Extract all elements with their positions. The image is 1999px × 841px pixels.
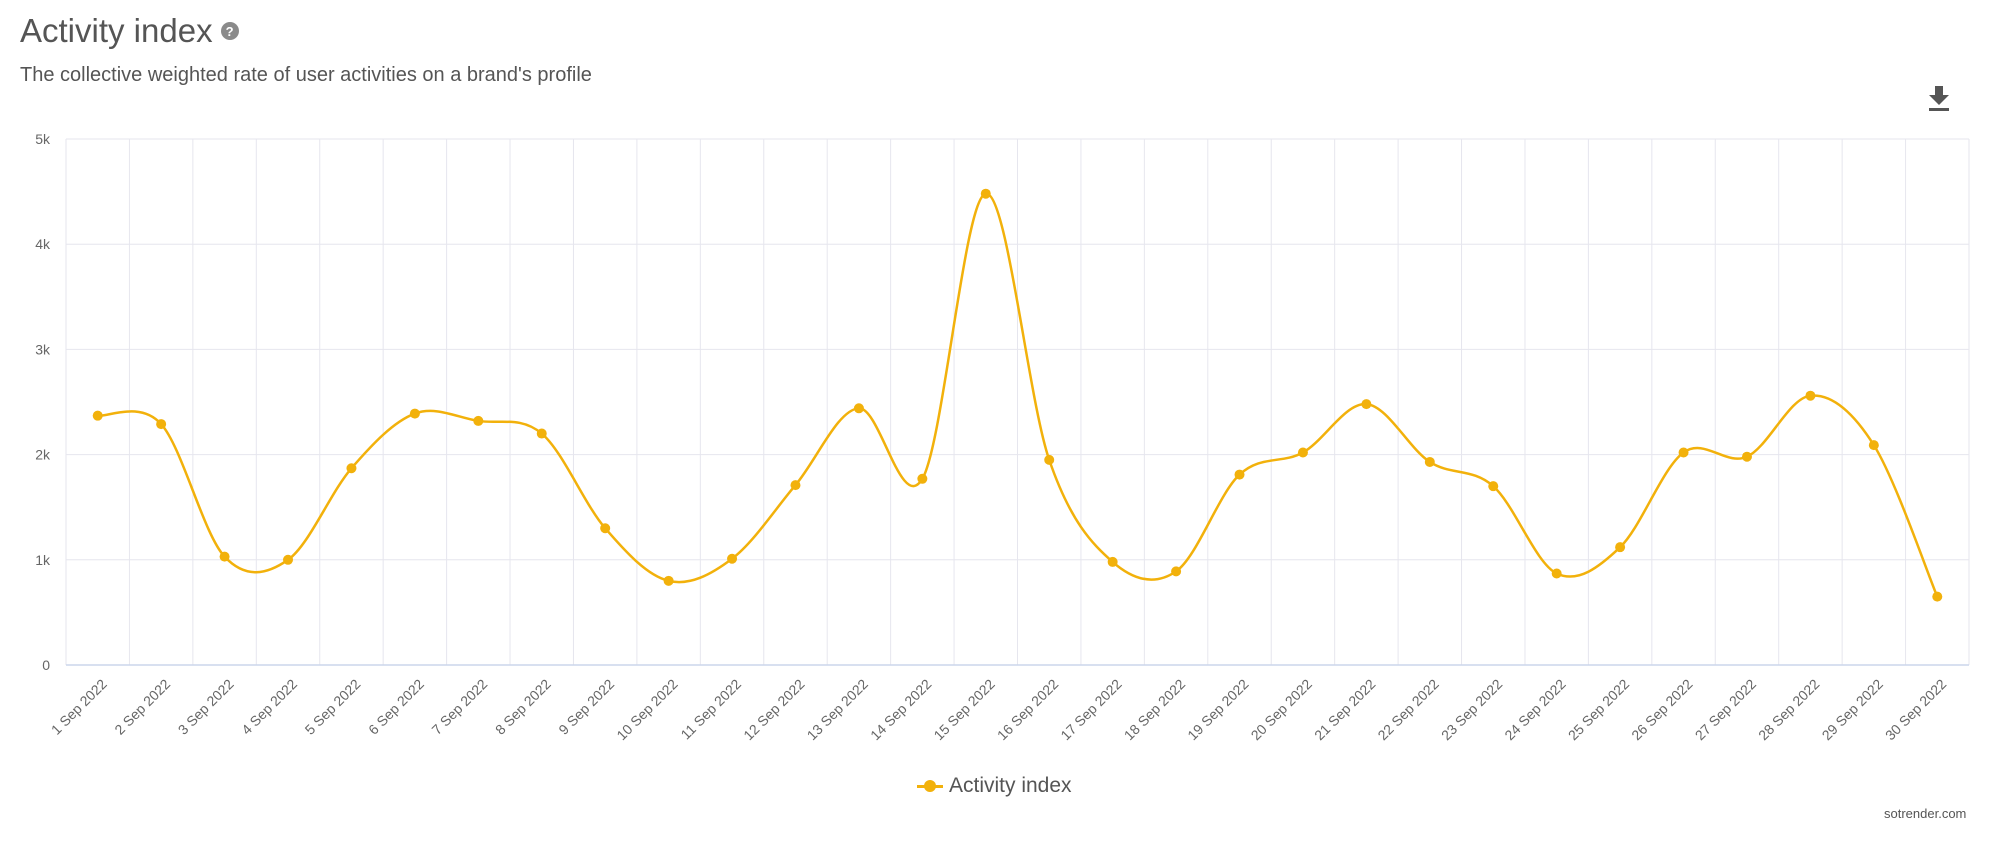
x-tick-label: 9 Sep 2022 xyxy=(555,676,617,738)
x-tick-label: 6 Sep 2022 xyxy=(365,676,427,738)
title-row: Activity index ? xyxy=(20,12,239,50)
data-point xyxy=(917,473,928,484)
data-point xyxy=(727,553,738,564)
y-tick-label: 1k xyxy=(35,552,51,568)
data-point xyxy=(1044,454,1055,465)
x-tick-label: 16 Sep 2022 xyxy=(994,676,1062,744)
data-point xyxy=(1551,568,1562,579)
data-point xyxy=(1741,451,1752,462)
data-point xyxy=(1488,481,1499,492)
legend-item-activity-index[interactable]: Activity index xyxy=(917,774,1072,798)
data-point xyxy=(980,188,991,199)
x-tick-label: 19 Sep 2022 xyxy=(1184,676,1252,744)
data-point xyxy=(283,554,294,565)
data-point xyxy=(853,403,864,414)
x-tick-label: 17 Sep 2022 xyxy=(1057,676,1125,744)
legend-marker xyxy=(917,780,943,792)
x-tick-label: 23 Sep 2022 xyxy=(1438,676,1506,744)
credit-text: sotrender.com xyxy=(1884,806,1967,821)
data-point xyxy=(1297,447,1308,458)
y-tick-label: 2k xyxy=(35,447,51,463)
x-tick-label: 10 Sep 2022 xyxy=(613,676,681,744)
data-point xyxy=(663,575,674,586)
data-point xyxy=(1361,399,1372,410)
data-point xyxy=(1424,456,1435,467)
data-point xyxy=(473,415,484,426)
data-point xyxy=(1868,440,1879,451)
x-tick-label: 1 Sep 2022 xyxy=(48,676,110,738)
data-point xyxy=(1678,447,1689,458)
chart-subtitle: The collective weighted rate of user act… xyxy=(20,64,592,86)
data-point xyxy=(92,410,103,421)
data-point xyxy=(1107,556,1118,567)
data-point xyxy=(1234,469,1245,480)
x-tick-label: 29 Sep 2022 xyxy=(1819,676,1887,744)
data-point xyxy=(219,551,230,562)
x-tick-label: 21 Sep 2022 xyxy=(1311,676,1379,744)
x-tick-label: 3 Sep 2022 xyxy=(175,676,237,738)
data-point xyxy=(790,480,801,491)
data-point xyxy=(1615,542,1626,553)
page-title: Activity index xyxy=(20,12,213,49)
x-tick-label: 13 Sep 2022 xyxy=(804,676,872,744)
y-tick-label: 5k xyxy=(35,131,51,147)
download-icon[interactable] xyxy=(1925,82,1953,114)
question-circle-icon[interactable]: ? xyxy=(220,22,239,40)
data-point xyxy=(1932,591,1943,602)
x-tick-label: 28 Sep 2022 xyxy=(1755,676,1823,744)
x-tick-label: 2 Sep 2022 xyxy=(111,676,173,738)
x-tick-label: 24 Sep 2022 xyxy=(1501,676,1569,744)
x-tick-label: 18 Sep 2022 xyxy=(1121,676,1189,744)
x-tick-label: 14 Sep 2022 xyxy=(867,676,935,744)
x-tick-label: 7 Sep 2022 xyxy=(428,676,490,738)
x-tick-label: 26 Sep 2022 xyxy=(1628,676,1696,744)
x-tick-label: 4 Sep 2022 xyxy=(238,676,300,738)
data-point xyxy=(156,419,167,430)
x-tick-label: 27 Sep 2022 xyxy=(1692,676,1760,744)
x-tick-label: 22 Sep 2022 xyxy=(1374,676,1442,744)
data-point xyxy=(1171,566,1182,577)
x-tick-label: 30 Sep 2022 xyxy=(1882,676,1950,744)
x-tick-label: 15 Sep 2022 xyxy=(930,676,998,744)
data-point xyxy=(536,428,547,439)
x-tick-label: 25 Sep 2022 xyxy=(1565,676,1633,744)
data-point xyxy=(409,408,420,419)
x-tick-label: 20 Sep 2022 xyxy=(1248,676,1316,744)
x-tick-label: 8 Sep 2022 xyxy=(492,676,554,738)
x-tick-label: 12 Sep 2022 xyxy=(740,676,808,744)
y-tick-label: 0 xyxy=(42,657,50,673)
data-point xyxy=(600,523,611,534)
legend-label: Activity index xyxy=(949,774,1072,797)
y-tick-label: 4k xyxy=(35,236,51,252)
data-point xyxy=(346,463,357,474)
legend-dot xyxy=(924,780,936,792)
x-tick-label: 5 Sep 2022 xyxy=(302,676,364,738)
x-tick-label: 11 Sep 2022 xyxy=(677,676,744,743)
y-tick-label: 3k xyxy=(35,341,51,357)
data-point xyxy=(1805,390,1816,401)
